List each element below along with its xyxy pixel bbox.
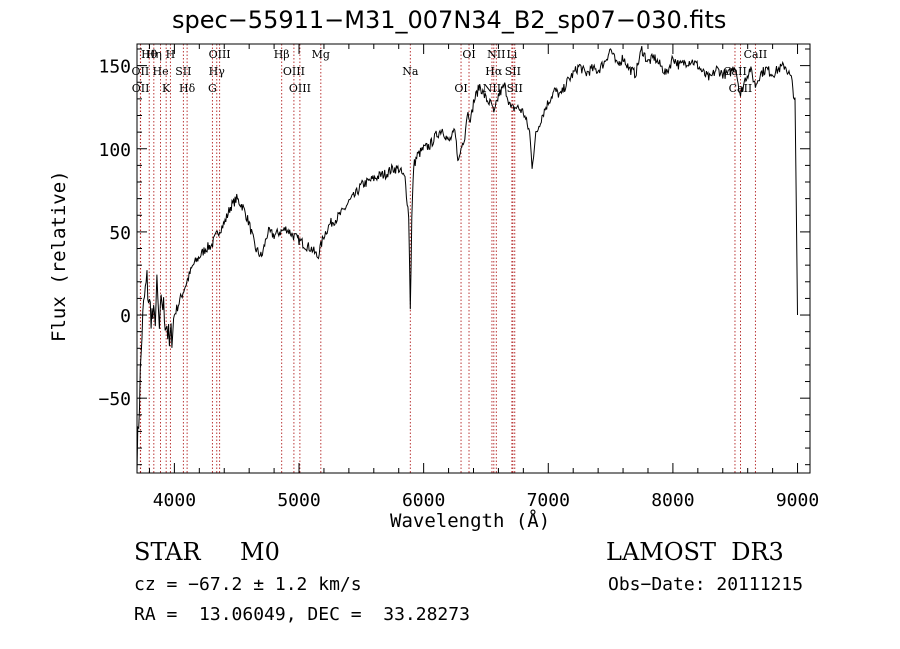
line-marker-label: Na <box>402 65 419 78</box>
y-tick-label: 0 <box>120 306 131 327</box>
line-marker-label: K <box>162 82 171 95</box>
marker-labels: Hθ OII OII Hη He K H SII Hδ OIII Hγ G Hβ OIII OIII Mg Na… <box>132 48 768 95</box>
y-tick-label: 150 <box>98 57 131 78</box>
line-marker-label: OI <box>454 82 467 95</box>
line-marker-label: Hγ <box>209 65 226 78</box>
line-marker-label: OII <box>132 82 150 95</box>
line-marker-label: Hα <box>485 65 503 78</box>
line-marker-label: Hβ <box>274 48 290 61</box>
line-marker-label: OIII <box>209 48 231 61</box>
coordinates-text: RA = 13.06049, DEC = 33.28273 <box>134 604 470 625</box>
chart-title: spec−55911−M31_007N34_B2_sp07−030.fits <box>172 6 727 34</box>
x-tick-label: 5000 <box>277 490 320 511</box>
line-marker-label: SII <box>175 65 191 78</box>
line-marker-label: G <box>208 82 217 95</box>
line-marker-label: Hθ <box>141 48 158 61</box>
x-axis-label: Wavelength (Å) <box>390 510 551 532</box>
y-tick-label: −50 <box>98 389 131 410</box>
plot-axes: 4000 5000 6000 7000 8000 9000 −50 0 50 100 150 <box>98 43 819 511</box>
line-marker-label: H <box>166 48 176 61</box>
line-marker-label: SII <box>505 65 521 78</box>
line-marker-label: SII <box>507 82 523 95</box>
line-marker-label: CaII <box>723 65 747 78</box>
survey-label: LAMOST DR3 <box>606 538 784 566</box>
line-marker-label: He <box>153 65 169 78</box>
spectrum-line <box>136 45 798 474</box>
line-markers <box>139 44 756 473</box>
line-marker-label: Hη <box>146 48 162 61</box>
line-marker-label: OI <box>462 48 475 61</box>
line-marker-label: OIII <box>289 82 311 95</box>
line-marker-label: Li <box>506 48 517 61</box>
line-marker-label: CaII <box>729 82 753 95</box>
x-tick-label: 9000 <box>776 490 819 511</box>
obs-date-text: Obs−Date: 20111215 <box>608 574 804 595</box>
plot-frame <box>136 43 811 474</box>
y-tick-label: 100 <box>98 140 131 161</box>
object-subclass: M0 <box>240 538 280 566</box>
x-tick-label: 8000 <box>651 490 694 511</box>
line-marker-label: OII <box>132 65 150 78</box>
line-marker-label: CaII <box>744 48 768 61</box>
x-tick-label: 7000 <box>527 490 570 511</box>
spectrum-series <box>136 45 798 474</box>
y-tick-label: 50 <box>109 223 131 244</box>
line-marker-label: Hδ <box>179 82 196 95</box>
x-tick-label: 4000 <box>153 490 196 511</box>
line-marker-label: NII <box>483 82 501 95</box>
y-axis-label: Flux (relative) <box>48 170 70 342</box>
line-marker-label: Mg <box>312 48 330 61</box>
x-tick-label: 6000 <box>402 490 445 511</box>
object-class: STAR <box>134 538 201 566</box>
line-marker-label: OIII <box>283 65 305 78</box>
line-marker-label: NII <box>487 48 505 61</box>
redshift-text: cz = −67.2 ± 1.2 km/s <box>134 574 362 595</box>
